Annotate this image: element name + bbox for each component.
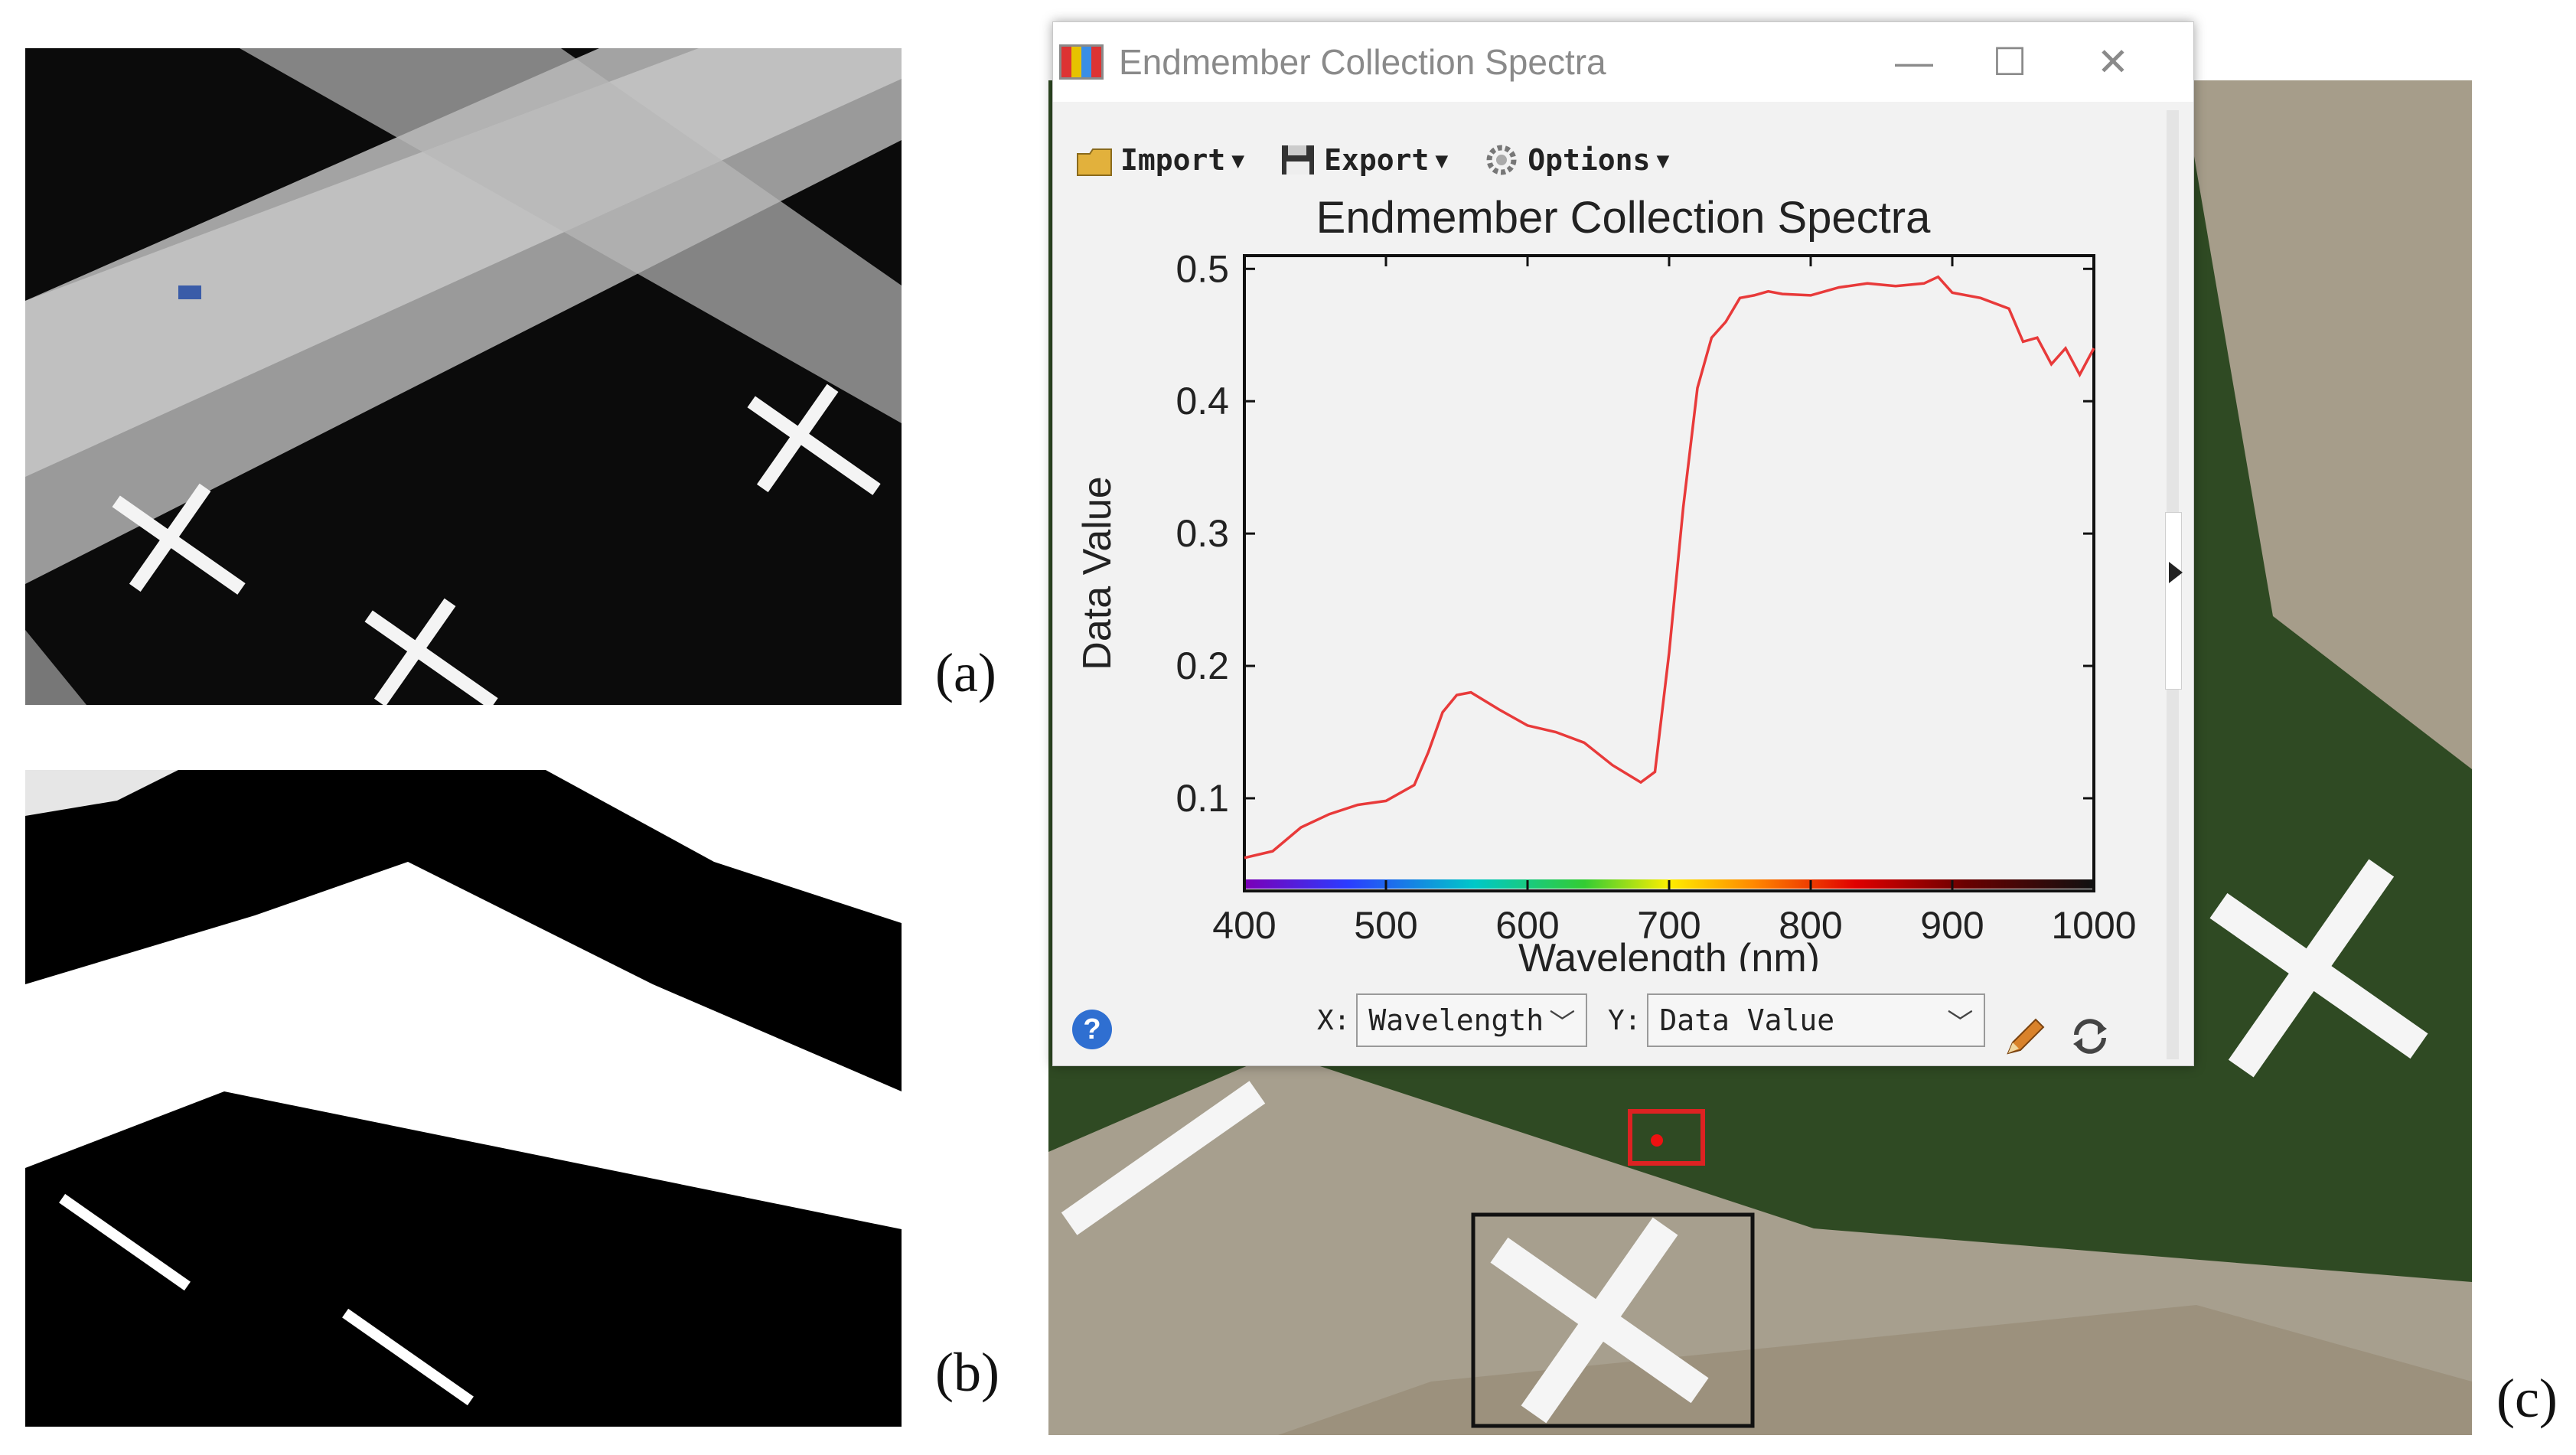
- panel-a-label: (a): [935, 642, 996, 703]
- import-menu[interactable]: Import ▼: [1076, 143, 1244, 177]
- options-label: Options: [1528, 143, 1651, 177]
- window-titlebar[interactable]: Endmember Collection Spectra — ☐ ✕: [1053, 22, 2193, 102]
- y-axis-selector: Y: Data Value ﹀: [1608, 990, 1986, 1050]
- y-tick-label: 0.4: [1176, 380, 1229, 422]
- y-axis-label: Data Value: [1075, 476, 1120, 670]
- spectrum-chart[interactable]: 400 500 600 700 800 900 1000 0.1 0.2 0.3 0.4 0.5 Wa…: [1053, 237, 2193, 971]
- chevron-down-icon: ﹀: [1549, 1007, 1576, 1039]
- y-tick-label: 0.3: [1176, 512, 1229, 555]
- toolbar: Import ▼ Export ▼ Options ▼: [1076, 129, 1704, 191]
- x-tick-label: 1000: [2051, 904, 2136, 947]
- chevron-down-icon: ▼: [1656, 147, 1670, 173]
- panel-c-label: (c): [2496, 1368, 2558, 1429]
- plot-title: Endmember Collection Spectra: [1316, 193, 1931, 243]
- x-tick-label: 500: [1354, 904, 1417, 947]
- chevron-down-icon: ▼: [1231, 147, 1245, 173]
- x-selector-label: X:: [1317, 1004, 1351, 1036]
- x-tick-label: 700: [1637, 904, 1700, 947]
- x-axis-dropdown-value: Wavelength: [1368, 1003, 1544, 1037]
- y-tick-label: 0.2: [1176, 644, 1229, 687]
- maximize-button[interactable]: ☐: [1992, 41, 2027, 83]
- save-icon: [1282, 145, 1315, 175]
- spectra-window[interactable]: Endmember Collection Spectra — ☐ ✕ Impor…: [1052, 21, 2194, 1066]
- panel-b-label: (b): [935, 1342, 999, 1403]
- options-menu[interactable]: Options ▼: [1483, 143, 1669, 177]
- x-tick-label: 800: [1779, 904, 1842, 947]
- help-icon[interactable]: ?: [1072, 1010, 1112, 1049]
- gear-icon: [1486, 145, 1517, 175]
- refresh-icon[interactable]: [2067, 1015, 2113, 1058]
- x-tick-label: 900: [1920, 904, 1984, 947]
- chevron-down-icon: ﹀: [1947, 1007, 1974, 1039]
- import-label: Import: [1120, 143, 1226, 177]
- folder-icon: [1077, 148, 1112, 176]
- x-axis-label: Wavelength (nm): [1518, 936, 1820, 971]
- y-axis-dropdown-value: Data Value: [1659, 1003, 1835, 1037]
- expand-arrow-icon[interactable]: [2169, 562, 2183, 583]
- spectrum-series-line: [1244, 275, 2095, 860]
- export-label: Export: [1324, 143, 1430, 177]
- panel-b-image: [25, 770, 902, 1427]
- x-tick-label: 600: [1495, 904, 1559, 947]
- y-selector-label: Y:: [1608, 1004, 1642, 1036]
- pencil-icon[interactable]: [2002, 1015, 2048, 1058]
- window-title: Endmember Collection Spectra: [1119, 42, 1606, 82]
- x-axis-selector: X: Wavelength ﹀: [1317, 990, 1588, 1050]
- x-axis-dropdown[interactable]: Wavelength ﹀: [1356, 993, 1588, 1047]
- chevron-down-icon: ▼: [1435, 147, 1449, 173]
- minimize-button[interactable]: —: [1895, 41, 1933, 83]
- export-menu[interactable]: Export ▼: [1280, 143, 1448, 177]
- y-tick-label: 0.1: [1176, 777, 1229, 820]
- close-button[interactable]: ✕: [2097, 41, 2129, 83]
- app-icon: [1059, 44, 1104, 80]
- plot-area: [1243, 254, 2095, 892]
- x-tick-label: 400: [1212, 904, 1276, 947]
- y-tick-label: 0.5: [1176, 247, 1229, 290]
- y-axis-dropdown[interactable]: Data Value ﹀: [1647, 993, 1986, 1047]
- side-panel-toggle[interactable]: [2165, 512, 2182, 690]
- panel-a-image: [25, 48, 902, 705]
